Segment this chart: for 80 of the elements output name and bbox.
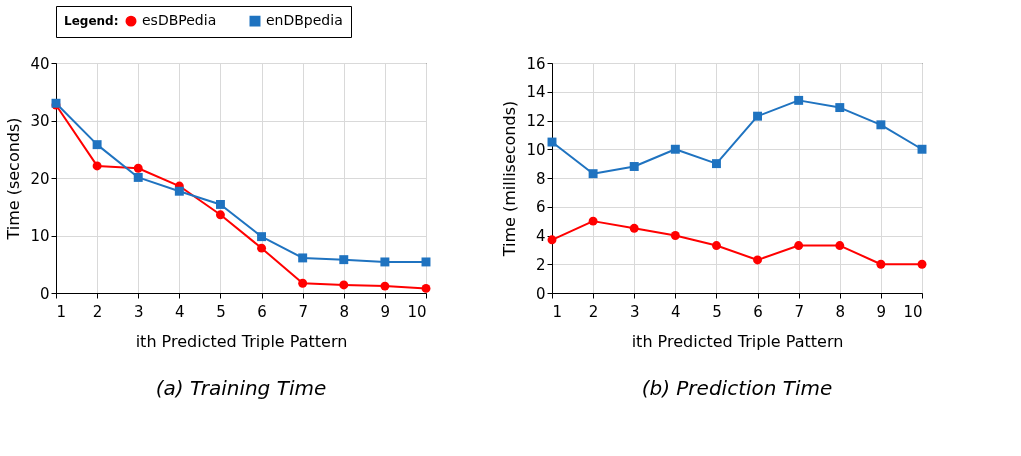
y-axis-title: Time (milliseconds) [500, 100, 520, 258]
point [215, 210, 225, 220]
x-tick-label: 6 [753, 302, 763, 321]
point [133, 163, 143, 173]
point [421, 257, 431, 267]
x-tick-label: 2 [92, 302, 103, 321]
x-tick-label: 6 [257, 302, 267, 321]
x-tick-label: 7 [298, 302, 308, 321]
point [753, 255, 763, 265]
y-tick-label: 10 [526, 140, 546, 159]
x-tick-label: 2 [588, 302, 599, 321]
legend-label: esDBPedia [142, 12, 217, 29]
y-tick-label: 20 [30, 169, 50, 188]
y-tick-label: 2 [535, 255, 546, 274]
point [794, 241, 804, 251]
point [835, 103, 845, 113]
point [298, 253, 308, 263]
point [547, 235, 557, 245]
y-tick-label: 10 [30, 227, 50, 245]
point [711, 159, 721, 169]
point [92, 140, 102, 150]
x-tick-label: 5 [216, 302, 226, 321]
point [257, 243, 267, 253]
x-axis-title: ith Predicted Triple Pattern [631, 331, 844, 351]
point [257, 232, 267, 242]
point [711, 241, 721, 251]
x-tick-label: 5 [712, 302, 722, 321]
x-tick-label: 7 [794, 302, 804, 321]
y-tick-label: 8 [535, 169, 546, 188]
y-tick-label: 0 [535, 284, 546, 303]
point [917, 259, 927, 269]
x-tick-label: 1 [56, 302, 67, 321]
x-tick-label: 4 [671, 302, 681, 321]
x-tick-label: 10 [407, 302, 427, 321]
point [174, 186, 184, 196]
y-axis-title: Time (seconds) [4, 117, 24, 241]
y-tick-label: 12 [526, 112, 546, 130]
legend-label: enDBpedia [266, 12, 343, 29]
y-tick-label: 30 [30, 112, 50, 130]
text: (a) Training Time [155, 376, 327, 400]
point [547, 137, 557, 147]
y-tick-label: 14 [526, 83, 546, 102]
point [588, 216, 598, 226]
point [835, 241, 845, 251]
y-tick-label: 40 [30, 54, 50, 73]
point [339, 255, 349, 265]
point [215, 199, 225, 209]
point [629, 223, 639, 233]
x-tick-label: 9 [876, 302, 887, 321]
point [380, 257, 390, 267]
x-tick-label: 8 [835, 302, 846, 321]
point [588, 169, 598, 179]
point [794, 95, 804, 105]
x-tick-label: 4 [175, 302, 185, 321]
point [298, 278, 308, 288]
y-tick-label: 16 [526, 54, 546, 73]
x-tick-label: 3 [133, 302, 144, 321]
point [339, 280, 349, 290]
point [876, 259, 886, 269]
y-tick-label: 6 [535, 198, 546, 217]
point [92, 161, 102, 171]
x-tick-label: 1 [552, 302, 563, 321]
point [876, 120, 886, 130]
x-tick-label: 3 [629, 302, 640, 321]
legend-title: Legend: [64, 14, 119, 28]
x-tick-label: 10 [903, 302, 923, 321]
x-axis-title: ith Predicted Triple Pattern [135, 331, 348, 351]
point [753, 111, 763, 121]
point [133, 172, 143, 182]
point [917, 144, 927, 154]
x-tick-label: 9 [380, 302, 391, 321]
text: (b) Prediction Time [641, 376, 833, 400]
point [380, 281, 390, 291]
x-tick-label: 8 [339, 302, 350, 321]
point [629, 162, 639, 171]
point [670, 144, 680, 154]
y-tick-label: 0 [39, 284, 50, 303]
point [421, 283, 431, 293]
point [670, 231, 680, 240]
y-tick-label: 4 [535, 227, 546, 245]
